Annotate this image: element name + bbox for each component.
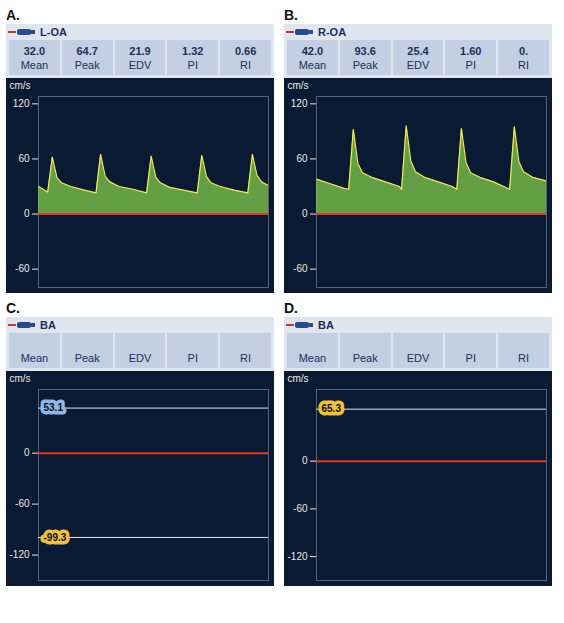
html-text:EDV: EDV xyxy=(128,58,152,71)
html-text:RI: RI xyxy=(518,58,530,71)
svg-text:0: 0 xyxy=(24,208,30,219)
html-text:R-OA: R-OA xyxy=(318,26,347,38)
html-text:EDV: EDV xyxy=(406,58,430,71)
html-text:PI: PI xyxy=(187,58,198,71)
svg-text:60: 60 xyxy=(296,153,308,164)
html-text:Mean: Mean xyxy=(298,351,327,364)
html-text:D.: D. xyxy=(284,300,298,316)
html-text:Peak: Peak xyxy=(74,58,100,71)
svg-text:0: 0 xyxy=(302,455,308,466)
html-text:RI: RI xyxy=(240,58,252,71)
svg-text:-60: -60 xyxy=(293,263,308,274)
html-text:42.0: 42.0 xyxy=(301,44,324,57)
html-text:64.7: 64.7 xyxy=(76,44,98,57)
svg-text:cm/s: cm/s xyxy=(10,80,31,91)
html-text:RI: RI xyxy=(518,351,530,364)
html-text:BA: BA xyxy=(40,319,56,331)
svg-text:-60: -60 xyxy=(293,503,308,514)
html-text:0.: 0. xyxy=(519,44,529,57)
html-text:25.4: 25.4 xyxy=(407,44,429,57)
svg-text:-120: -120 xyxy=(287,551,307,562)
html-text:32.0: 32.0 xyxy=(23,44,46,57)
svg-text:-60: -60 xyxy=(15,263,30,274)
html-text:Peak: Peak xyxy=(74,351,100,364)
svg-text:cm/s: cm/s xyxy=(288,373,309,384)
svg-text:65.3: 65.3 xyxy=(322,403,342,414)
html-text:Peak: Peak xyxy=(352,351,378,364)
svg-text:-60: -60 xyxy=(15,498,30,509)
html-text:A.: A. xyxy=(6,7,20,23)
html-text:EDV: EDV xyxy=(128,351,152,364)
svg-text:0: 0 xyxy=(24,447,30,458)
html-text:93.6: 93.6 xyxy=(354,44,376,57)
html-text:BA: BA xyxy=(318,319,334,331)
svg-text:120: 120 xyxy=(291,98,308,109)
html-text:1.32: 1.32 xyxy=(182,44,204,57)
html-text:PI: PI xyxy=(187,351,198,364)
svg-text:120: 120 xyxy=(13,98,30,109)
svg-text:53.1: 53.1 xyxy=(44,402,64,413)
svg-text:cm/s: cm/s xyxy=(288,80,309,91)
svg-text:-99.3: -99.3 xyxy=(44,532,67,543)
html-text:Mean: Mean xyxy=(298,58,327,71)
html-text:C.: C. xyxy=(6,300,20,316)
html-text:0.66: 0.66 xyxy=(234,44,257,57)
svg-text:60: 60 xyxy=(18,153,30,164)
html-text:Mean: Mean xyxy=(20,351,49,364)
html-text:Peak: Peak xyxy=(352,58,378,71)
svg-text:-120: -120 xyxy=(9,549,29,560)
html-text:1.60: 1.60 xyxy=(460,44,482,57)
html-text:Mean: Mean xyxy=(20,58,49,71)
html-text:EDV: EDV xyxy=(406,351,430,364)
html-text:PI: PI xyxy=(465,351,476,364)
html-text:L-OA: L-OA xyxy=(40,26,67,38)
html-text:B.: B. xyxy=(284,7,298,23)
html-text:RI: RI xyxy=(240,351,252,364)
svg-text:0: 0 xyxy=(302,208,308,219)
html-text:PI: PI xyxy=(465,58,476,71)
svg-text:cm/s: cm/s xyxy=(10,373,31,384)
html-text:21.9: 21.9 xyxy=(129,44,151,57)
